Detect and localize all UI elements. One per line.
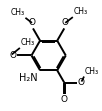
Text: CH₃: CH₃ [74, 7, 88, 16]
Text: O: O [61, 18, 68, 27]
Text: CH₃: CH₃ [10, 8, 24, 17]
Text: O: O [29, 18, 36, 27]
Text: H₂N: H₂N [19, 73, 38, 83]
Text: O: O [10, 51, 17, 60]
Text: CH₃: CH₃ [85, 66, 99, 75]
Text: CH₃: CH₃ [21, 38, 35, 47]
Text: O: O [61, 95, 68, 104]
Text: O: O [78, 78, 85, 87]
